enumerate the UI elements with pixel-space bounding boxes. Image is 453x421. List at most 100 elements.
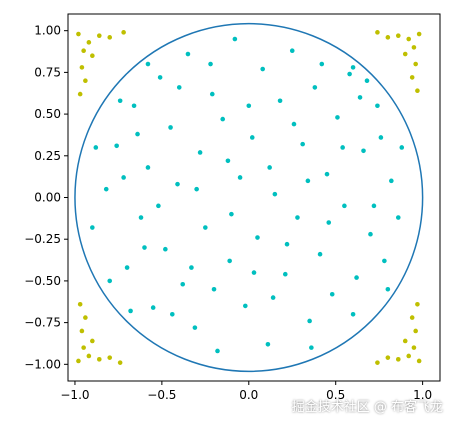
data-point <box>96 357 102 362</box>
y-axis: 1.00 0.75 0.50 0.25 0.00 −0.25 −0.50 −0.75 −1.00 <box>24 24 68 371</box>
data-point <box>289 48 295 53</box>
y-tick-label: −0.25 <box>24 232 61 246</box>
data-point <box>277 98 283 104</box>
data-point <box>395 33 401 38</box>
data-point <box>135 131 140 137</box>
data-point <box>185 51 191 57</box>
data-point <box>76 31 81 37</box>
data-point <box>364 78 370 84</box>
data-point <box>385 35 391 40</box>
data-point <box>291 121 297 127</box>
data-point <box>413 328 418 334</box>
data-point <box>156 203 161 209</box>
points-layer <box>76 30 422 365</box>
data-point <box>284 241 290 247</box>
data-point <box>326 220 332 225</box>
data-point <box>79 65 85 70</box>
data-point <box>90 53 95 59</box>
data-point <box>103 186 109 192</box>
data-point <box>347 71 352 77</box>
data-point <box>295 215 300 220</box>
data-point <box>81 48 86 53</box>
data-point <box>385 355 391 360</box>
data-point <box>246 103 252 109</box>
data-point <box>416 358 422 364</box>
data-point <box>117 360 123 365</box>
data-point <box>375 360 380 365</box>
x-tick-label: 1.0 <box>413 388 432 402</box>
data-point <box>272 191 278 197</box>
data-point <box>335 115 340 120</box>
data-point <box>114 143 119 149</box>
data-point <box>117 98 123 104</box>
watermark: 掘金技术社区 @ 布客飞龙 <box>291 400 443 415</box>
data-point <box>395 357 401 362</box>
data-point <box>107 355 113 360</box>
data-point <box>189 265 194 270</box>
data-point <box>232 36 238 42</box>
data-point <box>409 75 415 80</box>
x-tick-label: −0.5 <box>147 388 176 402</box>
data-point <box>142 245 147 250</box>
x-axis: −1.0 −0.5 0.0 0.5 1.0 <box>60 381 432 402</box>
data-point <box>150 305 156 310</box>
data-point <box>371 203 377 209</box>
y-tick-label: 0.00 <box>34 191 61 205</box>
data-point <box>145 61 151 67</box>
data-point <box>249 135 255 140</box>
data-point <box>96 33 102 38</box>
data-point <box>138 215 144 220</box>
data-point <box>215 348 220 354</box>
data-point <box>237 175 243 180</box>
data-point <box>76 358 81 364</box>
data-point <box>416 31 422 37</box>
data-point <box>79 328 85 334</box>
data-point <box>90 225 95 230</box>
data-point <box>83 78 88 84</box>
data-point <box>350 311 356 317</box>
data-point <box>260 66 265 72</box>
data-point <box>406 36 412 42</box>
data-point <box>225 158 231 164</box>
data-point <box>378 135 384 140</box>
data-point <box>169 311 175 317</box>
data-point <box>307 318 312 324</box>
data-point <box>163 246 168 252</box>
data-point <box>83 315 88 320</box>
data-point <box>175 181 180 187</box>
data-point <box>208 61 213 67</box>
data-point <box>211 286 217 292</box>
data-point <box>176 85 182 90</box>
data-point <box>265 342 271 347</box>
data-point <box>270 295 276 300</box>
data-point <box>300 141 305 147</box>
data-point <box>354 275 359 280</box>
y-tick-label: −0.75 <box>24 316 61 330</box>
data-point <box>86 353 92 359</box>
data-point <box>415 88 420 94</box>
data-point <box>411 45 417 50</box>
data-point <box>309 345 314 350</box>
data-point <box>86 40 92 45</box>
data-point <box>375 103 380 109</box>
data-point <box>319 61 325 67</box>
data-point <box>168 125 173 130</box>
data-point <box>324 171 330 177</box>
data-point <box>197 150 203 155</box>
data-point <box>406 353 412 359</box>
data-point <box>121 30 126 35</box>
y-tick-label: −1.00 <box>24 357 61 371</box>
data-point <box>209 91 215 97</box>
data-point <box>413 61 418 67</box>
data-point <box>267 165 272 170</box>
y-tick-label: 1.00 <box>34 24 61 38</box>
y-tick-label: 0.50 <box>34 107 61 121</box>
data-point <box>389 178 394 184</box>
data-point <box>229 211 234 217</box>
x-tick-label: 0.5 <box>326 388 345 402</box>
data-point <box>227 258 232 264</box>
data-point <box>399 145 405 150</box>
data-point <box>251 270 257 275</box>
data-point <box>145 165 151 170</box>
data-point <box>124 265 130 270</box>
